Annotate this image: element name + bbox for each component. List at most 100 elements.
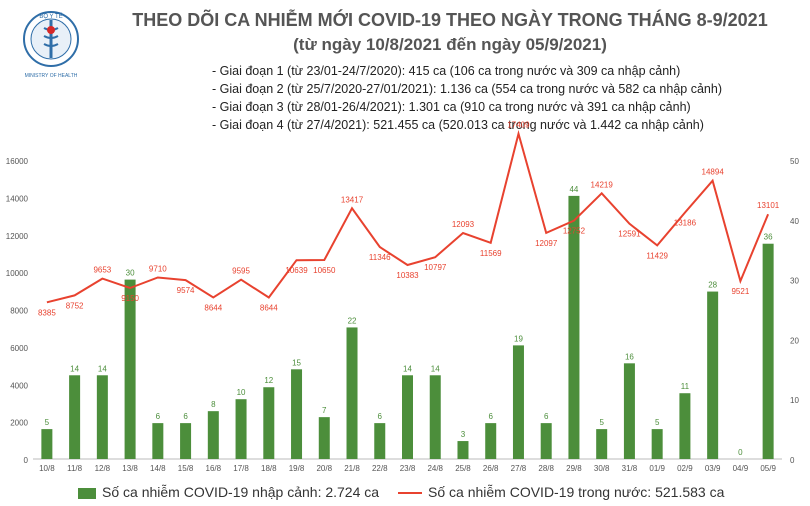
right-axis-tick-label: 50 (790, 157, 799, 166)
bar-value-label: 14 (403, 364, 412, 373)
x-tick-label: 02/9 (677, 464, 693, 473)
legend-line-item: Số ca nhiễm COVID-19 trong nước: 521.583… (398, 484, 724, 500)
x-tick-label: 04/9 (733, 464, 749, 473)
line-value-label: 14894 (702, 168, 725, 177)
line-value-label: 11569 (480, 249, 502, 258)
bar-value-label: 5 (599, 418, 604, 427)
line-value-label: 8385 (38, 308, 56, 317)
phase-note-3: - Giai đoạn 3 (từ 28/01-26/4/2021): 1.30… (212, 100, 691, 114)
x-tick-label: 11/8 (67, 464, 83, 473)
line-value-label: 12591 (618, 230, 641, 239)
bar (263, 387, 275, 459)
phase-notes: - Giai đoạn 1 (từ 23/01-24/7/2020): 415 … (212, 62, 722, 134)
bar-value-label: 6 (378, 412, 383, 421)
line-value-label: 13101 (757, 201, 780, 210)
bar-value-label: 14 (70, 364, 79, 373)
left-axis-tick-label: 6000 (10, 344, 28, 353)
line-value-label: 10650 (313, 266, 336, 275)
bar-value-label: 36 (764, 233, 773, 242)
bar (41, 429, 53, 459)
x-tick-label: 30/8 (594, 464, 610, 473)
bar-value-label: 6 (183, 412, 188, 421)
bar-value-label: 15 (292, 358, 301, 367)
logo-text-top: BỘ Y TẾ (39, 13, 62, 20)
bar (429, 375, 441, 459)
right-axis-tick-label: 10 (790, 396, 799, 405)
bar (457, 441, 469, 459)
left-axis-tick-label: 10000 (6, 269, 29, 278)
x-tick-label: 21/8 (344, 464, 360, 473)
line-value-label: 17409 (507, 121, 530, 130)
bar (346, 327, 358, 459)
line-value-label: 9595 (232, 267, 250, 276)
bar (96, 375, 108, 459)
bar-value-label: 44 (569, 185, 578, 194)
bar-value-label: 5 (655, 418, 660, 427)
left-axis-tick-label: 16000 (6, 157, 29, 166)
bar (124, 279, 136, 459)
chart-title: THEO DÕI CA NHIỄM MỚI COVID-19 THEO NGÀY… (132, 10, 768, 30)
bar (707, 291, 719, 459)
x-tick-label: 13/8 (122, 464, 138, 473)
line-value-label: 8644 (260, 303, 278, 312)
left-axis-tick-label: 14000 (6, 194, 29, 203)
bar (623, 363, 635, 459)
line-value-label: 11346 (369, 253, 391, 262)
x-tick-label: 10/8 (39, 464, 55, 473)
bar-value-label: 28 (708, 281, 717, 290)
line-value-label: 9574 (177, 286, 195, 295)
bar (318, 417, 330, 459)
line-value-label: 14219 (591, 180, 614, 189)
bar-value-label: 7 (322, 406, 327, 415)
x-tick-label: 15/8 (178, 464, 194, 473)
x-tick-label: 01/9 (649, 464, 665, 473)
legend-line-label: Số ca nhiễm COVID-19 trong nước: 521.583… (428, 484, 725, 500)
bar-value-label: 19 (514, 334, 523, 343)
bar-value-label: 14 (98, 364, 107, 373)
x-tick-label: 12/8 (95, 464, 111, 473)
bar-value-label: 5 (45, 418, 50, 427)
line-value-label: 10639 (285, 266, 308, 275)
bar (235, 399, 247, 459)
phase-note-2: - Giai đoạn 2 (từ 25/7/2020-27/01/2021):… (212, 82, 722, 96)
line-value-label: 13417 (341, 195, 364, 204)
x-tick-label: 26/8 (483, 464, 499, 473)
phase-note-4: - Giai đoạn 4 (từ 27/4/2021): 521.455 ca… (212, 118, 704, 132)
logo-text-bottom: MINISTRY OF HEALTH (25, 73, 78, 79)
chart-subtitle: (từ ngày 10/8/2021 đến ngày 05/9/2021) (293, 35, 607, 54)
line-value-label: 9150 (121, 294, 139, 303)
bar (679, 393, 691, 459)
bar (596, 429, 608, 459)
right-axis-tick-label: 40 (790, 217, 799, 226)
right-axis-tick-label: 20 (790, 336, 799, 345)
left-axis-tick-label: 2000 (10, 419, 28, 428)
bar (568, 195, 580, 459)
bar-value-label: 6 (488, 412, 493, 421)
bar (291, 369, 303, 459)
line-value-label: 9521 (731, 287, 749, 296)
x-tick-label: 19/8 (289, 464, 305, 473)
bar (651, 429, 663, 459)
line-value-label: 8644 (204, 303, 222, 312)
left-axis-tick-label: 0 (24, 456, 29, 465)
line-value-label: 12752 (563, 227, 586, 236)
bar-value-label: 16 (625, 352, 634, 361)
x-tick-label: 29/8 (566, 464, 582, 473)
x-tick-label: 14/8 (150, 464, 166, 473)
x-tick-label: 23/8 (400, 464, 416, 473)
x-tick-label: 03/9 (705, 464, 721, 473)
right-axis-tick-label: 30 (790, 277, 799, 286)
bar (207, 411, 219, 459)
bar (69, 375, 81, 459)
bar-value-label: 10 (237, 388, 246, 397)
line-value-label: 10383 (396, 271, 419, 280)
left-axis-tick-label: 8000 (10, 307, 28, 316)
bar (374, 423, 386, 459)
phase-note-1: - Giai đoạn 1 (từ 23/01-24/7/2020): 415 … (212, 64, 681, 78)
x-tick-label: 16/8 (206, 464, 222, 473)
domestic-cases-line (46, 129, 770, 304)
line-value-label: 9653 (93, 266, 111, 275)
x-tick-label: 25/8 (455, 464, 471, 473)
bar-value-label: 8 (211, 400, 216, 409)
bar-value-label: 0 (738, 448, 743, 457)
